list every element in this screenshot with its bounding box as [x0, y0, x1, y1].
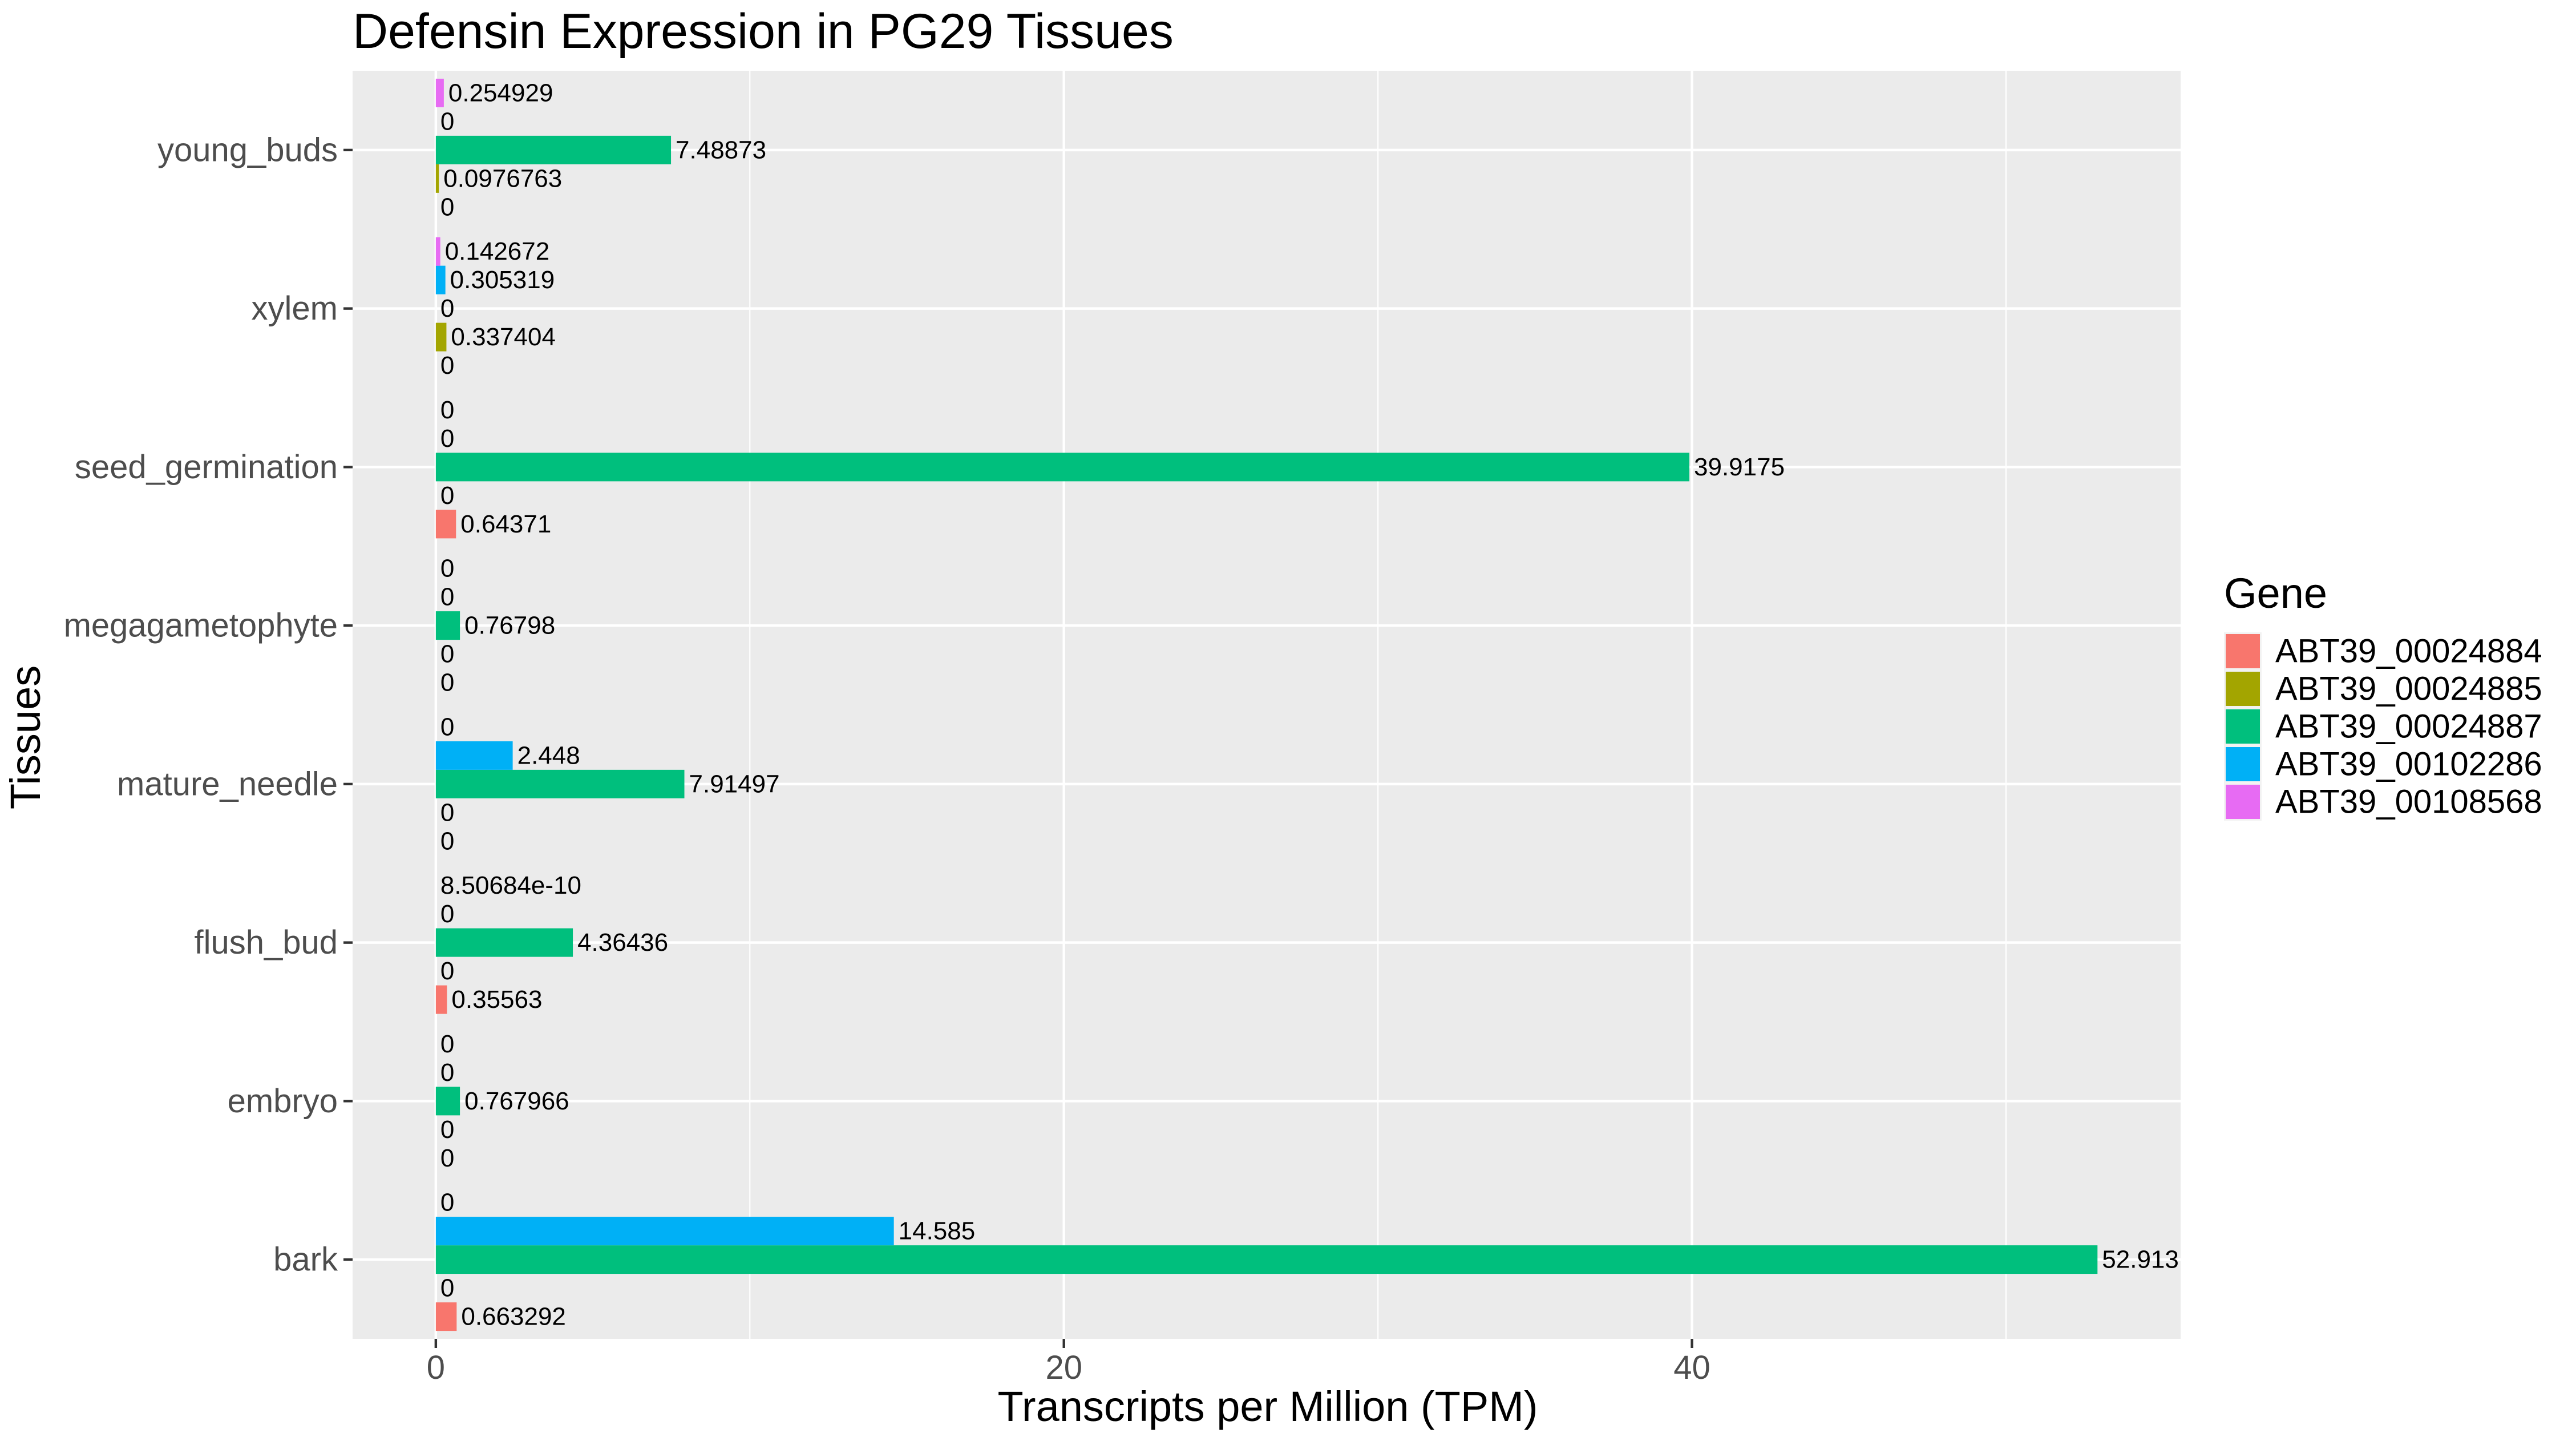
- legend: Gene ABT39_00024884ABT39_00024885ABT39_0…: [2224, 570, 2542, 821]
- data-label-flush_bud-ABT39_00024884: 0.35563: [451, 986, 542, 1014]
- data-label-young_buds-ABT39_00102286: 0: [440, 107, 454, 135]
- data-label-megagametophyte-ABT39_00102286: 0: [440, 583, 454, 611]
- data-label-megagametophyte-ABT39_00024887: 0.76798: [464, 612, 555, 640]
- bar-xylem-ABT39_00024885: [435, 322, 447, 352]
- bar-young_buds-ABT39_00108568: [435, 78, 444, 107]
- data-label-embryo-ABT39_00024884: 0: [440, 1144, 454, 1172]
- legend-key-ABT39_00024887: [2226, 709, 2260, 744]
- bar-xylem-ABT39_00108568: [435, 237, 440, 266]
- chart-title: Defensin Expression in PG29 Tissues: [353, 4, 1174, 59]
- bars: [435, 78, 2098, 1331]
- data-label-young_buds-ABT39_00024885: 0.0976763: [443, 164, 562, 192]
- legend-label: ABT39_00102286: [2275, 746, 2542, 783]
- legend-label: ABT39_00024884: [2275, 633, 2542, 670]
- y-tick-label: xylem: [252, 290, 338, 327]
- legend-key-ABT39_00102286: [2226, 747, 2260, 781]
- y-tick-label: flush_bud: [194, 924, 338, 961]
- data-label-embryo-ABT39_00024885: 0: [440, 1116, 454, 1144]
- data-label-mature_needle-ABT39_00024885: 0: [440, 798, 454, 826]
- data-label-young_buds-ABT39_00024884: 0: [440, 193, 454, 221]
- data-label-young_buds-ABT39_00108568: 0.254929: [448, 79, 553, 107]
- minor-gridlines: [749, 71, 2007, 1339]
- y-tick-label: megagametophyte: [64, 607, 338, 644]
- plot-panel: [353, 71, 2181, 1339]
- data-label-bark-ABT39_00024887: 52.913: [2102, 1246, 2179, 1274]
- data-label-megagametophyte-ABT39_00024885: 0: [440, 640, 454, 668]
- data-label-mature_needle-ABT39_00108568: 0: [440, 713, 454, 741]
- x-tick-label: 0: [427, 1349, 445, 1386]
- data-label-bark-ABT39_00102286: 14.585: [899, 1217, 976, 1245]
- data-labels: 0.663292052.91314.5850000.767966000.3556…: [440, 79, 2179, 1330]
- y-tick-label: bark: [273, 1241, 338, 1278]
- data-label-mature_needle-ABT39_00024884: 0: [440, 827, 454, 855]
- y-axis: bark embryo flush_bud mature_needle megagame…: [64, 131, 353, 1278]
- bar-mature_needle-ABT39_00024887: [435, 769, 685, 798]
- bar-embryo-ABT39_00024887: [435, 1087, 460, 1116]
- bar-bark-ABT39_00024884: [435, 1302, 457, 1331]
- data-label-seed_germination-ABT39_00024884: 0.64371: [460, 510, 551, 538]
- bar-young_buds-ABT39_00024887: [435, 135, 672, 164]
- bar-bark-ABT39_00102286: [435, 1217, 894, 1246]
- bar-flush_bud-ABT39_00024887: [435, 928, 573, 957]
- legend-title: Gene: [2224, 570, 2327, 617]
- data-label-seed_germination-ABT39_00024887: 39.9175: [1694, 453, 1785, 481]
- data-label-embryo-ABT39_00102286: 0: [440, 1059, 454, 1087]
- bar-mature_needle-ABT39_00102286: [435, 741, 513, 770]
- data-label-seed_germination-ABT39_00102286: 0: [440, 425, 454, 453]
- legend-key-ABT39_00024885: [2226, 672, 2260, 706]
- y-tick-label: embryo: [228, 1083, 338, 1120]
- y-axis-title: Tissues: [2, 665, 49, 809]
- data-label-seed_germination-ABT39_00024885: 0: [440, 482, 454, 510]
- data-label-seed_germination-ABT39_00108568: 0: [440, 396, 454, 424]
- x-axis-title: Transcripts per Million (TPM): [997, 1383, 1538, 1430]
- bar-flush_bud-ABT39_00024884: [435, 985, 447, 1014]
- data-label-megagametophyte-ABT39_00108568: 0: [440, 555, 454, 583]
- data-label-megagametophyte-ABT39_00024884: 0: [440, 669, 454, 697]
- x-tick-label: 20: [1045, 1349, 1082, 1386]
- legend-label: ABT39_00024887: [2275, 708, 2542, 745]
- y-tick-label: mature_needle: [117, 765, 338, 802]
- bar-seed_germination-ABT39_00024887: [435, 453, 1690, 482]
- x-tick-label: 40: [1673, 1349, 1710, 1386]
- bar-bark-ABT39_00024887: [435, 1245, 2098, 1274]
- bar-young_buds-ABT39_00024885: [435, 164, 439, 193]
- bar-megagametophyte-ABT39_00024887: [435, 611, 460, 640]
- y-tick-label: young_buds: [157, 131, 338, 168]
- data-label-bark-ABT39_00108568: 0: [440, 1189, 454, 1217]
- data-label-bark-ABT39_00024884: 0.663292: [461, 1303, 566, 1331]
- data-label-mature_needle-ABT39_00102286: 2.448: [517, 741, 580, 769]
- data-label-xylem-ABT39_00108568: 0.142672: [445, 237, 550, 265]
- data-label-xylem-ABT39_00102286: 0.305319: [450, 266, 555, 294]
- bar-seed_germination-ABT39_00024884: [435, 510, 456, 539]
- data-label-young_buds-ABT39_00024887: 7.48873: [676, 136, 766, 164]
- legend-label: ABT39_00024885: [2275, 671, 2542, 708]
- legend-label: ABT39_00108568: [2275, 784, 2542, 821]
- data-label-flush_bud-ABT39_00102286: 0: [440, 900, 454, 928]
- data-label-xylem-ABT39_00024885: 0.337404: [451, 323, 556, 351]
- data-label-xylem-ABT39_00024884: 0: [440, 352, 454, 380]
- data-label-bark-ABT39_00024885: 0: [440, 1274, 454, 1302]
- data-label-flush_bud-ABT39_00024887: 4.36436: [577, 929, 668, 956]
- legend-key-ABT39_00108568: [2226, 785, 2260, 819]
- data-label-flush_bud-ABT39_00108568: 8.50684e-10: [440, 871, 581, 899]
- x-axis: 0 20 40: [427, 1339, 1710, 1386]
- data-label-xylem-ABT39_00024887: 0: [440, 294, 454, 322]
- y-tick-label: seed_germination: [75, 449, 338, 486]
- data-label-embryo-ABT39_00024887: 0.767966: [464, 1087, 569, 1115]
- data-label-embryo-ABT39_00108568: 0: [440, 1030, 454, 1058]
- data-label-flush_bud-ABT39_00024885: 0: [440, 957, 454, 985]
- legend-key-ABT39_00024884: [2226, 634, 2260, 668]
- data-label-mature_needle-ABT39_00024887: 7.91497: [689, 770, 780, 798]
- bar-xylem-ABT39_00102286: [435, 265, 446, 294]
